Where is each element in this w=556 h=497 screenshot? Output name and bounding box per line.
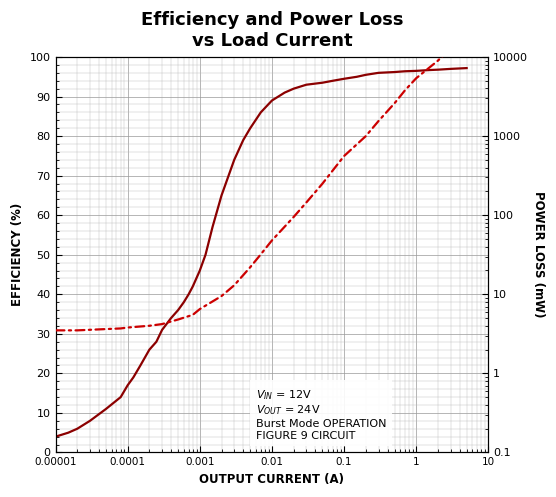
Y-axis label: EFFICIENCY (%): EFFICIENCY (%) [11,203,24,306]
Y-axis label: POWER LOSS (mW): POWER LOSS (mW) [532,191,545,318]
Text: $V_{IN}$ = 12V
$V_{OUT}$ = 24V
Burst Mode OPERATION
FIGURE 9 CIRCUIT: $V_{IN}$ = 12V $V_{OUT}$ = 24V Burst Mod… [256,388,386,441]
Title: Efficiency and Power Loss
vs Load Current: Efficiency and Power Loss vs Load Curren… [141,11,403,50]
X-axis label: OUTPUT CURRENT (A): OUTPUT CURRENT (A) [200,473,345,486]
